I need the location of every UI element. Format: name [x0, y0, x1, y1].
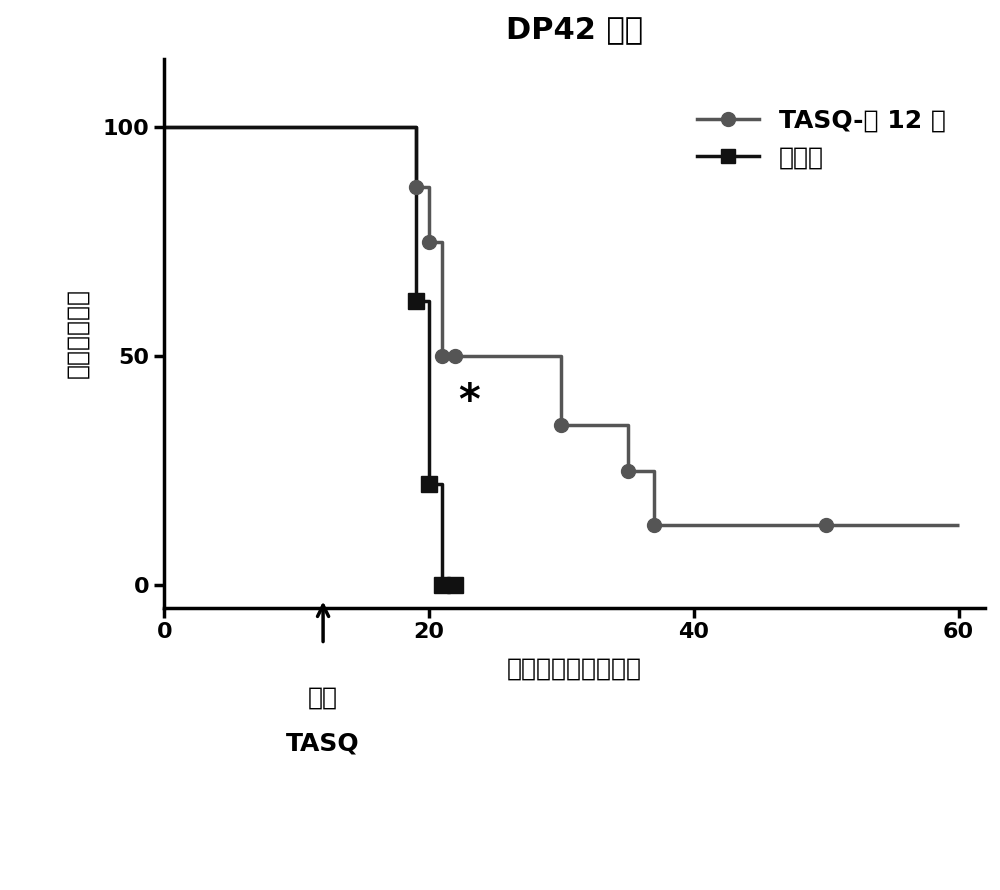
Text: *: *: [458, 381, 480, 423]
Text: TASQ: TASQ: [286, 732, 360, 756]
Title: DP42 模型: DP42 模型: [506, 15, 643, 44]
Y-axis label: 生存率百分数: 生存率百分数: [65, 288, 89, 378]
X-axis label: 肿瘤注射之后的天数: 肿瘤注射之后的天数: [507, 656, 642, 680]
Legend: TASQ-第 12 天, 未处理: TASQ-第 12 天, 未处理: [687, 99, 956, 179]
Text: 开始: 开始: [308, 685, 338, 709]
